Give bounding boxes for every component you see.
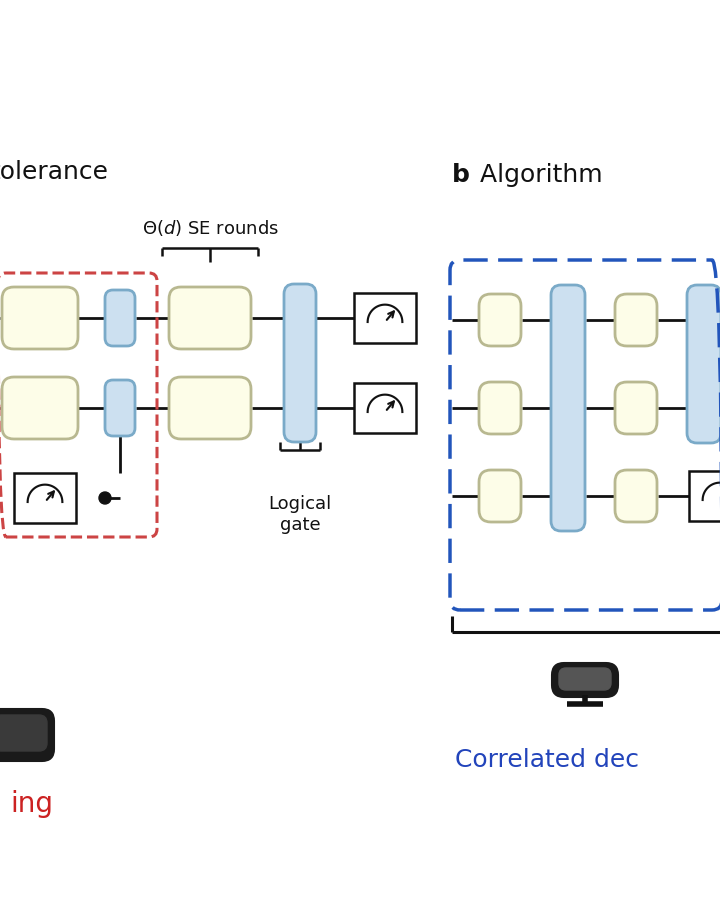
FancyBboxPatch shape: [169, 287, 251, 349]
FancyBboxPatch shape: [615, 470, 657, 522]
FancyBboxPatch shape: [559, 668, 611, 690]
Bar: [689, 471, 720, 521]
FancyBboxPatch shape: [284, 284, 316, 442]
FancyBboxPatch shape: [2, 287, 78, 349]
FancyBboxPatch shape: [105, 290, 135, 346]
FancyBboxPatch shape: [687, 285, 720, 443]
FancyBboxPatch shape: [615, 382, 657, 434]
Text: Algorithm: Algorithm: [472, 163, 603, 187]
FancyBboxPatch shape: [0, 715, 47, 751]
FancyBboxPatch shape: [479, 382, 521, 434]
Text: tolerance: tolerance: [0, 160, 108, 184]
FancyBboxPatch shape: [552, 663, 618, 697]
Text: Logical
gate: Logical gate: [269, 495, 332, 533]
FancyBboxPatch shape: [105, 380, 135, 436]
Bar: [14, 473, 76, 523]
Text: Correlated dec: Correlated dec: [455, 748, 639, 772]
Bar: [354, 383, 416, 433]
FancyBboxPatch shape: [615, 294, 657, 346]
Text: ing: ing: [10, 790, 53, 818]
Circle shape: [99, 492, 111, 504]
FancyBboxPatch shape: [169, 377, 251, 439]
Bar: [354, 293, 416, 343]
FancyBboxPatch shape: [2, 377, 78, 439]
Text: b: b: [452, 163, 470, 187]
FancyBboxPatch shape: [551, 285, 585, 531]
FancyBboxPatch shape: [0, 709, 54, 761]
FancyBboxPatch shape: [479, 470, 521, 522]
FancyBboxPatch shape: [479, 294, 521, 346]
Text: $\mathit{\Theta}(d)$ SE rounds: $\mathit{\Theta}(d)$ SE rounds: [142, 218, 279, 238]
